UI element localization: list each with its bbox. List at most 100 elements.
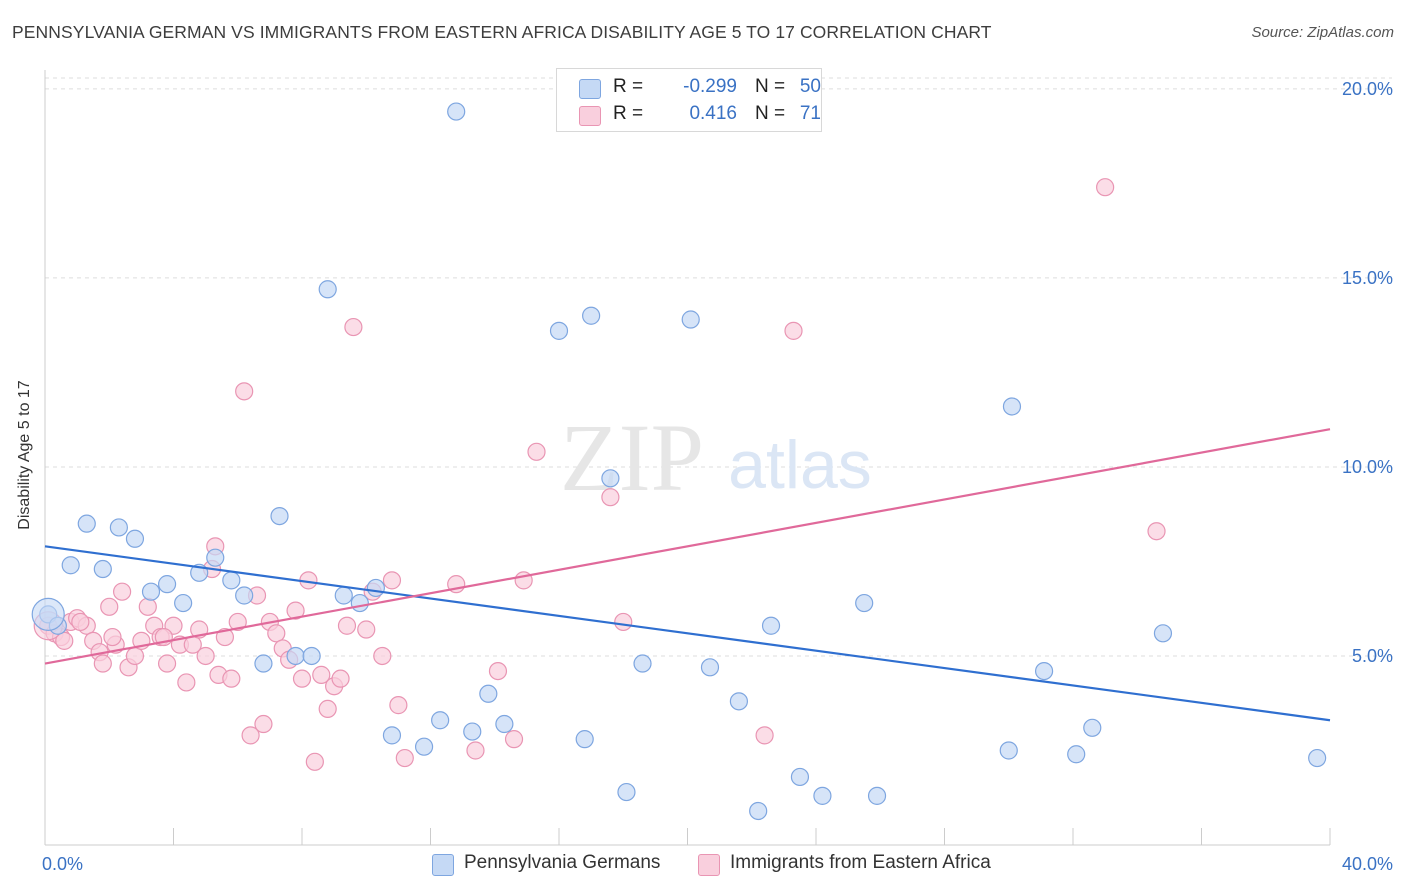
watermark: ZIP atlas — [560, 404, 872, 511]
y-axis-label: Disability Age 5 to 17 — [16, 380, 33, 530]
chart-title: PENNSYLVANIA GERMAN VS IMMIGRANTS FROM E… — [12, 22, 992, 42]
eastern-africa-point — [228, 612, 247, 632]
eastern-africa-point — [138, 597, 157, 616]
eastern-africa-point — [215, 627, 234, 647]
bottom-legend-swatch-pink — [698, 854, 720, 876]
pennsylvania-germans-point — [125, 529, 145, 548]
pennsylvania-germans-point — [206, 548, 225, 567]
pennsylvania-germans-point — [855, 593, 874, 613]
tick-labels: 5.0% 10.0% 15.0% 20.0% 0.0% 40.0% — [42, 79, 1393, 874]
pennsylvania-germans-point — [999, 741, 1018, 760]
pennsylvania-germans-point — [1153, 624, 1173, 643]
pennsylvania-germans-point — [222, 571, 241, 590]
eastern-africa-point — [71, 612, 90, 632]
eastern-africa-point — [1147, 522, 1166, 541]
y-tick-label: 15.0% — [1342, 268, 1393, 288]
pennsylvania-germans-point — [366, 578, 385, 598]
eastern-africa-point — [504, 730, 524, 749]
pennsylvania-germans-point — [61, 556, 80, 575]
eastern-africa-point — [527, 442, 546, 461]
y-tick-label: 20.0% — [1342, 79, 1393, 99]
pennsylvania-germans-point — [601, 469, 620, 488]
eastern-africa-point — [196, 646, 215, 666]
pennsylvania-germans-point — [334, 586, 353, 605]
pennsylvania-germans-point — [681, 310, 700, 329]
eastern-africa-point — [157, 654, 177, 673]
pennsylvania-germans-point — [1067, 745, 1086, 764]
pennsylvania-germans-point — [431, 711, 450, 730]
eastern-africa-point — [235, 382, 254, 401]
eastern-africa-point — [755, 726, 774, 745]
eastern-africa-point — [331, 669, 350, 688]
eastern-africa-point — [466, 741, 485, 760]
pennsylvania-germans-point — [318, 280, 337, 299]
legend-n-value: 71 — [799, 103, 821, 124]
legend-r-label: R = — [613, 76, 644, 97]
eastern-africa-point — [112, 582, 132, 601]
eastern-africa-point — [395, 748, 414, 768]
trend-lines — [44, 428, 1331, 722]
legend-r-label: R = — [613, 103, 644, 124]
pennsylvania-germans-point — [729, 692, 749, 711]
eastern-africa-point — [389, 696, 408, 715]
pennsylvania-germans-point — [1083, 718, 1102, 737]
eastern-africa-point — [125, 646, 145, 666]
eastern-africa-point — [784, 321, 803, 340]
eastern-africa-point — [357, 620, 376, 639]
eastern-africa-point — [373, 646, 392, 666]
eastern-africa-point — [382, 571, 402, 590]
correlation-legend: R = -0.299 N = 50 R = 0.416 N = 71 — [556, 68, 822, 132]
eastern-africa-point — [55, 631, 74, 650]
eastern-africa-point — [344, 317, 363, 337]
pennsylvania-germans-point — [1308, 748, 1327, 768]
eastern-africa-point — [103, 627, 122, 647]
pennsylvania-germans-point — [174, 593, 193, 613]
legend-swatch-blue — [579, 79, 601, 99]
legend-n-label: N = — [755, 103, 786, 124]
y-tick-label: 5.0% — [1352, 646, 1393, 666]
eastern-africa-point — [1096, 178, 1115, 197]
eastern-africa-point — [222, 669, 241, 688]
eastern-africa-point — [312, 665, 331, 684]
x-tick-label-max: 40.0% — [1342, 854, 1393, 874]
eastern-africa-point — [286, 601, 305, 620]
pennsylvania-germans-point — [867, 786, 887, 805]
pennsylvania-germans-point — [302, 646, 321, 666]
pennsylvania-germans-point — [479, 684, 498, 703]
bottom-legend-label: Immigrants from Eastern Africa — [730, 852, 991, 873]
eastern-africa-point — [267, 624, 286, 643]
bottom-legend-label: Pennsylvania Germans — [464, 852, 661, 873]
pennsylvania-germans-point — [350, 593, 369, 613]
legend-n-label: N = — [755, 76, 786, 97]
pennsylvania-germans-point — [761, 616, 781, 635]
bottom-legend-swatch-blue — [432, 854, 454, 876]
series-pennsylvania-germans-points — [31, 102, 1327, 821]
pennsylvania-germans-point — [447, 102, 466, 121]
eastern-africa-point — [254, 714, 273, 734]
eastern-africa-trend-line — [44, 428, 1331, 665]
pennsylvania-germans-trend-line — [44, 545, 1331, 722]
pennsylvania-germans-point — [93, 559, 112, 579]
pennsylvania-germans-point — [633, 654, 652, 673]
pennsylvania-germans-point — [813, 786, 832, 805]
pennsylvania-germans-point — [463, 722, 482, 741]
legend-n-value: 50 — [799, 76, 821, 97]
eastern-africa-point — [93, 654, 112, 673]
pennsylvania-germans-point — [495, 714, 514, 734]
legend-swatch-pink — [579, 106, 601, 126]
eastern-africa-point — [614, 612, 633, 632]
eastern-africa-point — [100, 597, 119, 616]
y-tick-label: 10.0% — [1342, 457, 1393, 477]
pennsylvania-germans-point — [141, 582, 161, 601]
eastern-africa-point — [241, 726, 260, 745]
x-tick-label-min: 0.0% — [42, 854, 83, 874]
pennsylvania-germans-point — [1034, 661, 1054, 681]
legend-r-value: 0.416 — [689, 103, 737, 124]
legend-r-value: -0.299 — [683, 76, 737, 97]
pennsylvania-germans-point — [109, 518, 128, 537]
pennsylvania-germans-point — [235, 586, 254, 605]
pennsylvania-germans-point — [77, 514, 96, 533]
eastern-africa-point — [305, 752, 324, 771]
watermark-atlas: atlas — [728, 427, 872, 503]
